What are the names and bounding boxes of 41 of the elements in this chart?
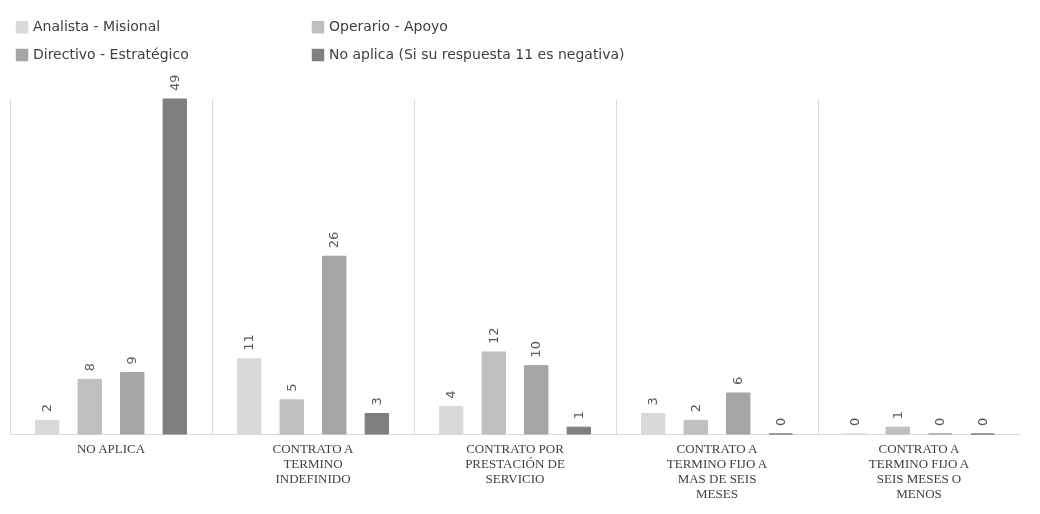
x-tick-label: NO APLICA — [76, 440, 146, 456]
legend-label: Analista - Misional — [33, 18, 161, 35]
bar — [726, 392, 751, 435]
legend-label: Directivo - Estratégico — [33, 46, 189, 62]
bar — [279, 399, 304, 435]
x-tick-label: CONTRATO A TERMINO FIJO A SEIS MESES O MENOS — [868, 440, 970, 501]
data-label: 0 — [847, 417, 863, 426]
data-label: 2 — [687, 404, 703, 413]
data-label: 0 — [932, 417, 948, 426]
bar — [885, 426, 910, 435]
data-label: 3 — [368, 397, 384, 406]
bar — [481, 351, 506, 435]
data-label: 0 — [772, 417, 788, 426]
bar — [77, 378, 102, 435]
data-label: 1 — [570, 410, 586, 420]
data-label: 8 — [81, 363, 97, 372]
bar — [162, 98, 187, 435]
data-label: 4 — [443, 390, 459, 399]
data-label: 2 — [39, 404, 55, 413]
legend-label: No aplica (Si su respuesta 11 es negativa) — [329, 46, 625, 62]
data-label: 12 — [485, 327, 501, 344]
bar — [683, 419, 708, 435]
data-label: 1 — [889, 410, 905, 420]
data-label: 3 — [645, 397, 661, 406]
bar — [364, 412, 389, 435]
data-label: 6 — [730, 376, 746, 385]
data-label: 9 — [124, 356, 140, 365]
data-label: 0 — [974, 417, 990, 426]
data-label: 49 — [166, 74, 182, 91]
x-tick-label: CONTRATO A TERMINO INDEFINIDO — [272, 440, 355, 486]
bar — [566, 426, 591, 435]
data-label: 10 — [528, 341, 544, 358]
data-label: 11 — [241, 334, 257, 351]
data-label: 5 — [283, 383, 299, 392]
x-tick-label: CONTRATO POR PRESTACIÓN DE SERVICIO — [465, 440, 565, 486]
bar — [120, 371, 145, 435]
bar — [524, 365, 549, 435]
bar — [322, 255, 347, 435]
data-label: 26 — [326, 231, 342, 249]
x-tick-label: CONTRATO A TERMINO FIJO A MAS DE SEIS MESES — [666, 440, 768, 501]
legend-label: Operario - Apoyo — [329, 18, 448, 35]
